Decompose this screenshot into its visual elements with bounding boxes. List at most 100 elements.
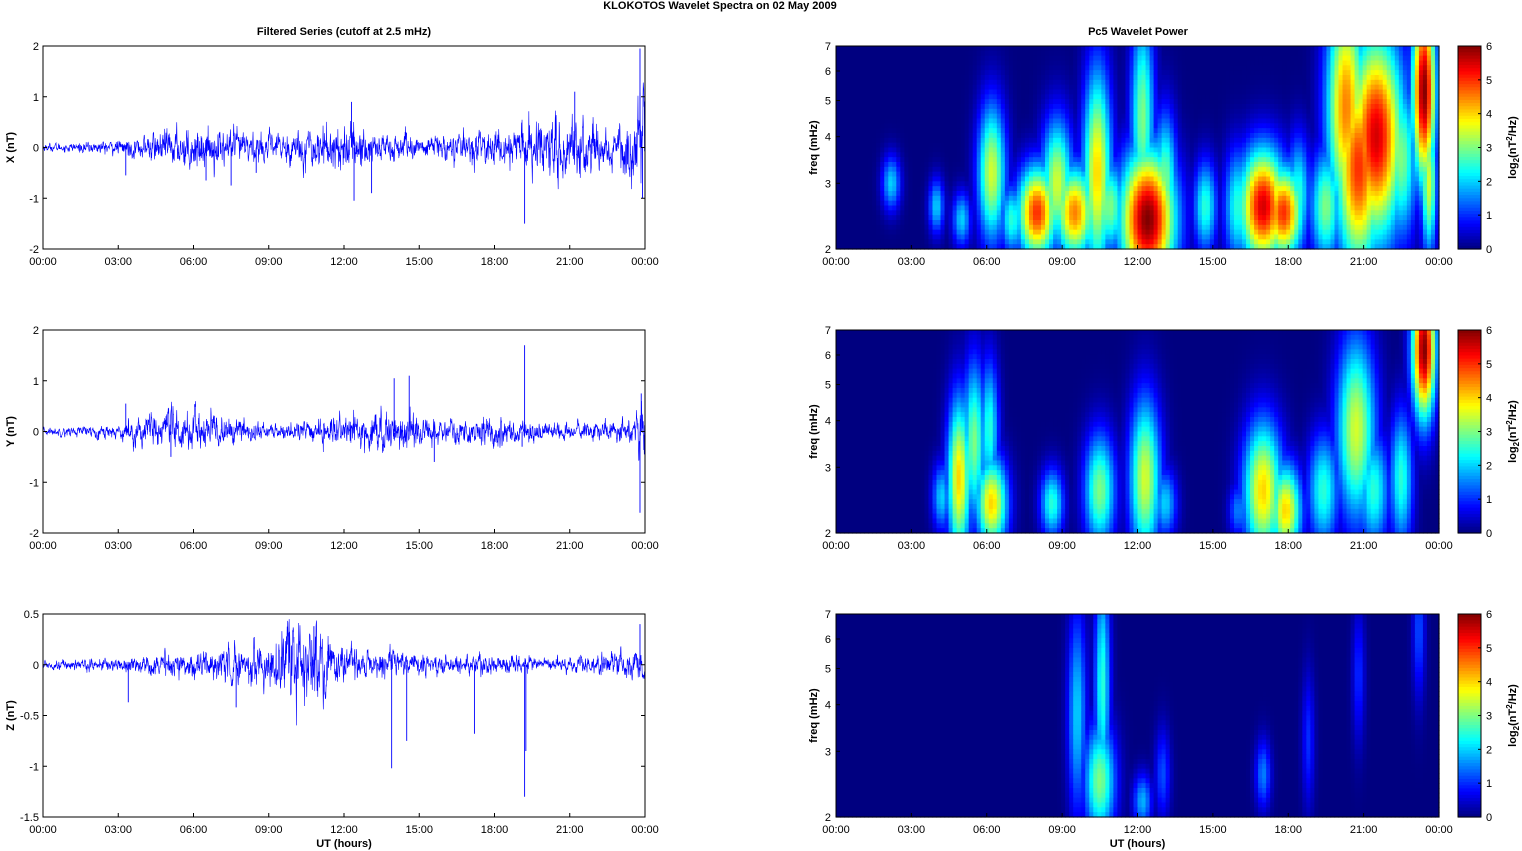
heatmap-cell: [956, 166, 962, 173]
heatmap-cell: [1037, 162, 1042, 168]
heatmap-cell: [860, 162, 865, 168]
heatmap-cell: [1081, 113, 1086, 120]
heatmap-cell: [1177, 55, 1183, 62]
heatmap-cell: [1189, 128, 1195, 134]
heatmap-cell: [1089, 195, 1094, 202]
heatmap-cell: [928, 133, 934, 139]
heatmap-cell: [1085, 118, 1090, 124]
heatmap-cell: [1406, 152, 1412, 158]
heatmap-cell: [880, 123, 885, 129]
heatmap-cell: [1145, 84, 1151, 91]
heatmap-cell: [980, 133, 986, 139]
line-panel-y: 210-1-2Y (nT)00:00 03:00 06:00 09:00 12:00 15…: [5, 325, 659, 552]
heatmap-cell: [1077, 137, 1082, 144]
heatmap-cell: [1338, 142, 1344, 149]
heatmap-cell: [1185, 191, 1191, 197]
heatmap-cell: [992, 162, 998, 168]
heatmap-cell: [1290, 147, 1295, 153]
heatmap-cell: [1137, 94, 1143, 100]
heatmap-cell: [996, 142, 1002, 149]
heatmap-cell: [1177, 108, 1183, 115]
heatmap-cell: [1274, 176, 1279, 182]
heatmap-cell: [1217, 70, 1223, 76]
heatmap-cell: [1362, 55, 1368, 62]
heatmap-cell: [964, 108, 970, 115]
heatmap-cell: [848, 108, 853, 115]
heatmap-cell: [1422, 99, 1428, 105]
heatmap-cell: [1418, 166, 1424, 173]
heatmap-cell: [1032, 94, 1038, 100]
heatmap-cell: [1426, 89, 1432, 95]
heatmap-cell: [1169, 195, 1175, 202]
heatmap-cell: [972, 99, 978, 105]
heatmap-cell: [1422, 191, 1428, 197]
heatmap-cell: [1258, 108, 1263, 115]
heatmap-cell: [1037, 113, 1042, 120]
heatmap-cell: [1113, 89, 1118, 95]
heatmap-cell: [1238, 191, 1243, 197]
heatmap-cell: [948, 89, 954, 95]
heatmap-cell: [1221, 166, 1227, 173]
heatmap-cell: [928, 200, 934, 207]
heatmap-cell: [1061, 133, 1066, 139]
heatmap-cell: [1161, 94, 1167, 100]
heatmap-cell: [1414, 50, 1420, 57]
heatmap-cell: [876, 94, 881, 100]
heatmap-cell: [1089, 104, 1094, 110]
heatmap-cell: [1197, 108, 1203, 115]
heatmap-cell: [1057, 133, 1062, 139]
heatmap-cell: [848, 60, 853, 66]
heatmap-cell: [1012, 166, 1018, 173]
heatmap-cell: [1382, 186, 1388, 192]
heatmap-cell: [1037, 195, 1042, 202]
heatmap-cell: [1209, 181, 1215, 187]
heatmap-cell: [1201, 191, 1207, 197]
heatmap-cell: [840, 65, 845, 71]
heatmap-cell: [928, 123, 934, 129]
heatmap-cell: [1037, 191, 1042, 197]
heatmap-cell: [1274, 79, 1279, 86]
heatmap-cell: [1422, 65, 1428, 71]
heatmap-cell: [1398, 176, 1404, 182]
heatmap-cell: [1061, 79, 1066, 86]
heatmap-cell: [928, 118, 934, 124]
heatmap-cell: [912, 133, 917, 139]
heatmap-cell: [840, 171, 845, 178]
heatmap-cell: [1181, 79, 1187, 86]
heatmap-cell: [1205, 186, 1211, 192]
heatmap-cell: [1105, 70, 1110, 76]
heatmap-cell: [1069, 55, 1074, 62]
heatmap-cell: [1350, 181, 1356, 187]
heatmap-cell: [860, 104, 865, 110]
heatmap-cell: [984, 133, 990, 139]
heatmap-cell: [1209, 70, 1215, 76]
heatmap-cell: [872, 123, 877, 129]
heatmap-cell: [1085, 142, 1090, 149]
heatmap-cell: [844, 60, 849, 66]
heatmap-cell: [1077, 75, 1082, 81]
heatmap-cell: [1109, 166, 1114, 173]
heatmap-cell: [1221, 108, 1227, 115]
heatmap-cell: [952, 171, 958, 178]
heatmap-cell: [932, 133, 938, 139]
heatmap-cell: [1057, 84, 1062, 91]
heatmap-cell: [1149, 171, 1155, 178]
heatmap-cell: [884, 137, 889, 144]
heatmap-cell: [1422, 171, 1428, 178]
heatmap-cell: [868, 113, 873, 120]
heatmap-cell: [1322, 191, 1328, 197]
heatmap-cell: [940, 108, 946, 115]
heatmap-cell: [1330, 157, 1336, 163]
heatmap-cell: [1193, 133, 1199, 139]
heatmap-cell: [1422, 79, 1428, 86]
heatmap-cell: [872, 75, 877, 81]
heatmap-cell: [1189, 152, 1195, 158]
heatmap-cell: [980, 75, 986, 81]
heatmap-cell: [1346, 191, 1352, 197]
heatmap-cell: [1065, 99, 1070, 105]
heatmap-cell: [928, 50, 934, 57]
heatmap-cell: [1354, 133, 1360, 139]
heatmap-cell: [1000, 191, 1006, 197]
heatmap-cell: [1426, 118, 1432, 124]
heatmap-cell: [1250, 60, 1255, 66]
